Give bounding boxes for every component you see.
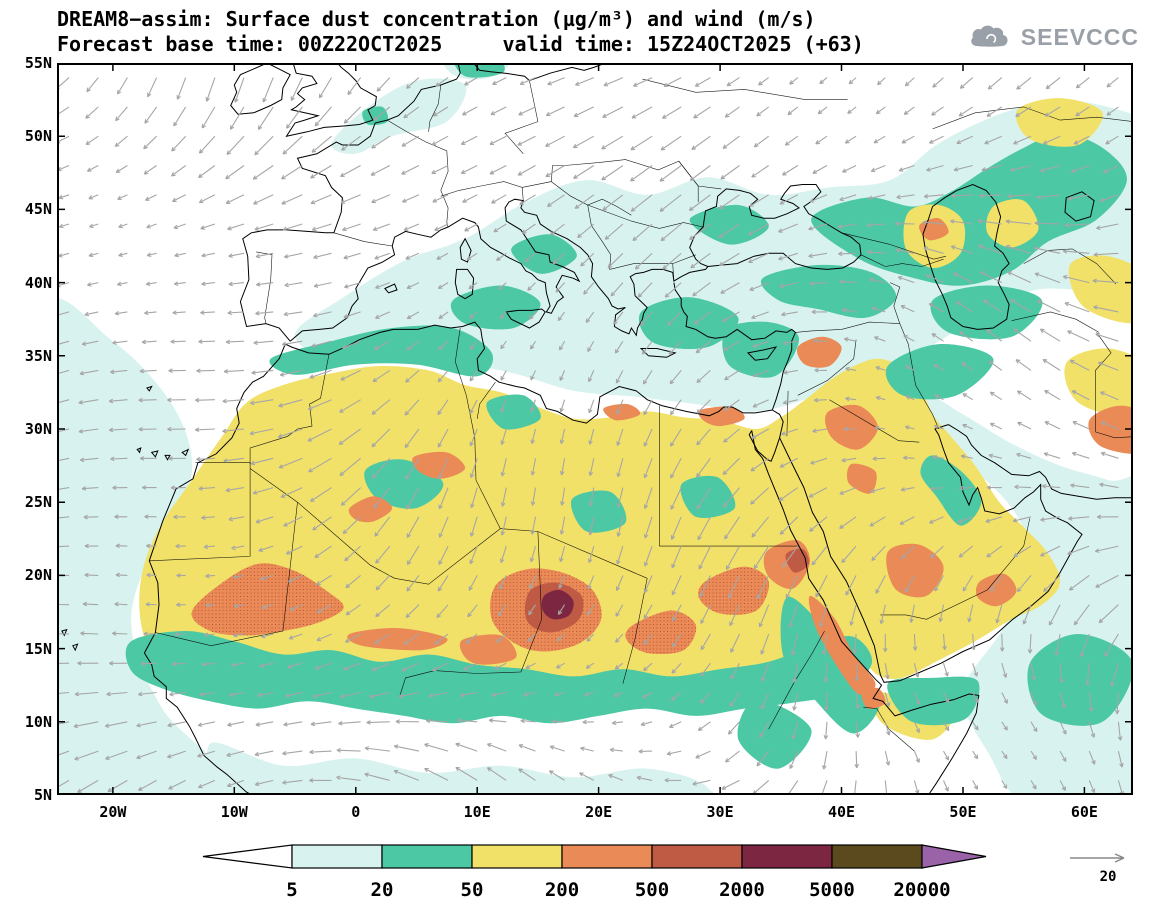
legend-tick-label: 20: [371, 879, 394, 901]
lat-tick-label: 45N: [24, 200, 52, 219]
lat-tick-label: 30N: [24, 420, 52, 438]
legend-left-arrow: [202, 844, 293, 869]
wind-reference: 20: [1070, 853, 1125, 885]
chart-title: DREAM8−assim: Surface dust concentration…: [57, 7, 816, 31]
legend-color-box: [651, 844, 743, 869]
lat-tick-label: 55N: [24, 54, 52, 72]
lon-tick-label: 0: [351, 803, 361, 821]
legend-tick-label: 500: [635, 879, 669, 901]
lon-tick-label: 20W: [99, 803, 127, 821]
lon-tick-label: 60E: [1070, 803, 1098, 821]
legend-tick-label: 20000: [893, 879, 950, 901]
lon-tick-label: 30E: [706, 803, 734, 821]
seevccc-logo: SEEVCCC: [968, 22, 1139, 52]
lat-tick-label: 5N: [33, 786, 52, 804]
lon-tick-label: 20E: [585, 803, 613, 821]
map-frame: [57, 63, 1133, 795]
legend-tick-label: 5000: [809, 879, 855, 901]
legend-color-box: [291, 844, 383, 869]
lat-tick-label: 20N: [24, 566, 52, 585]
legend-color-box: [741, 844, 833, 869]
coastlines: [61, 63, 1133, 795]
legend-tick-label: 50: [461, 879, 484, 901]
lat-tick-label: 50N: [24, 127, 52, 146]
legend-color-box: [561, 844, 653, 869]
lat-tick-label: 25N: [24, 493, 52, 512]
lon-tick-label: 10W: [220, 803, 248, 821]
legend-color-box: [471, 844, 563, 869]
reference-arrow-icon: [1070, 853, 1125, 863]
map-area: [57, 63, 1133, 795]
color-legend: 5 20 50 200 500 2000 5000 20000: [202, 844, 987, 901]
lon-tick-label: 40E: [827, 803, 856, 821]
axis-ticks: [57, 63, 1133, 795]
lon-tick-label: 50E: [949, 803, 977, 821]
wind-reference-label: 20: [1100, 869, 1117, 885]
lat-tick-label: 15N: [24, 639, 52, 658]
lat-tick-label: 40N: [24, 273, 52, 292]
legend-tick-label: 2000: [719, 879, 765, 901]
logo-text: SEEVCCC: [1020, 23, 1139, 50]
dust-map: [57, 63, 1133, 795]
legend-tick-label: 5: [286, 879, 297, 901]
country-borders: [149, 78, 1133, 752]
chart-subtitle: Forecast base time: 00Z22OCT2025 valid t…: [57, 32, 864, 56]
legend-color-box: [831, 844, 923, 869]
lat-tick-label: 10N: [24, 712, 52, 731]
legend-tick-label: 200: [545, 879, 579, 901]
legend-color-box: [381, 844, 473, 869]
lat-tick-label: 35N: [24, 346, 52, 365]
legend-right-arrow: [921, 844, 987, 869]
cloud-icon: [971, 25, 1008, 47]
lon-tick-label: 10E: [463, 803, 491, 821]
